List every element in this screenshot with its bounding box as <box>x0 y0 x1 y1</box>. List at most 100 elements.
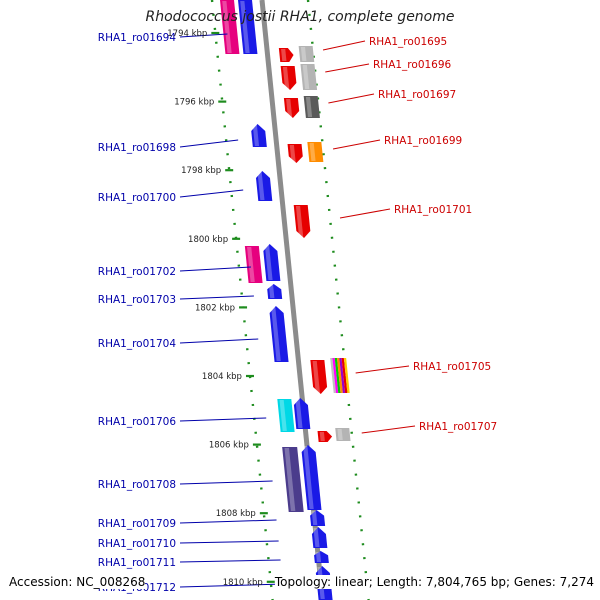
gene-feature-f15-shine <box>264 245 273 280</box>
gene-feature-f28 <box>314 551 329 563</box>
label-connector-left <box>179 559 281 563</box>
label-connector-right <box>328 93 375 104</box>
gene-label-right: RHA1_ro01707 <box>419 421 497 433</box>
gene-feature-f19-stripe <box>330 358 336 393</box>
gene-label-left: RHA1_ro01703 <box>98 294 176 306</box>
label-connector-left <box>179 139 239 148</box>
gene-feature-f28-shine <box>315 552 322 562</box>
label-connector-left <box>179 519 277 524</box>
label-connectors <box>179 33 416 588</box>
gene-feature-f15 <box>263 244 281 281</box>
gene-feature-f12 <box>255 171 273 201</box>
gene-feature-f26-shine <box>311 511 318 525</box>
gene-feature-f25-shine <box>303 446 314 509</box>
scale-tick-label: 1808 kbp <box>216 509 256 519</box>
label-connector-left <box>179 266 251 272</box>
gene-feature-f14-shine <box>247 247 255 282</box>
gene-feature-f20-shine <box>279 400 287 431</box>
gene-label-right: RHA1_ro01695 <box>369 36 447 48</box>
gene-feature-f19-stripe <box>339 358 346 393</box>
gene-features <box>220 0 351 600</box>
gene-feature-f13 <box>293 205 311 238</box>
gene-feature-f11 <box>307 142 324 162</box>
gene-label-left: RHA1_ro01708 <box>98 479 176 491</box>
label-connector-right <box>325 63 370 73</box>
gene-feature-f7-shine <box>286 99 293 117</box>
gene-feature-f27-shine <box>313 528 320 547</box>
scale-tick-label: 1800 kbp <box>188 235 228 245</box>
gene-feature-f6 <box>300 64 318 90</box>
scale-tick-label: 1802 kbp <box>195 303 235 313</box>
gene-feature-f21-shine <box>295 399 303 428</box>
gene-feature-f22 <box>317 431 333 442</box>
label-connector-left <box>179 540 279 544</box>
gene-feature-f19-stripe <box>343 358 350 393</box>
gene-feature-f9-shine <box>252 125 260 146</box>
gene-feature-f4-shine <box>300 47 307 61</box>
gene-feature-f19-stripe <box>341 358 348 393</box>
gene-feature-f22-shine <box>319 432 325 441</box>
gene-label-left: RHA1_ro01706 <box>98 416 177 428</box>
gene-feature-f16 <box>267 284 283 299</box>
label-connector-left <box>179 417 267 422</box>
gene-feature-f24 <box>282 447 304 512</box>
label-connector-left <box>179 189 244 198</box>
gene-label-left: RHA1_ro01709 <box>98 518 176 530</box>
gene-feature-f12-shine <box>257 172 265 200</box>
label-connector-right <box>361 425 416 434</box>
gene-feature-f1-shine <box>222 1 232 53</box>
gene-feature-f5 <box>280 66 297 90</box>
scale-ticks: 1794 kbp 1796 kbp 1798 kbp 1800 kbp 1802 kbp… <box>167 29 275 588</box>
label-connector-right <box>332 139 381 150</box>
gene-feature-f16-shine <box>268 285 275 298</box>
gene-label-left: RHA1_ro01704 <box>98 338 177 350</box>
gene-label-left: RHA1_ro01711 <box>98 557 176 569</box>
gene-feature-f24-shine <box>284 448 296 511</box>
gene-feature-f9 <box>251 124 267 147</box>
gene-feature-f19-stripe <box>332 358 339 393</box>
gene-label-right: RHA1_ro01701 <box>394 204 472 216</box>
gene-feature-f14 <box>244 246 263 283</box>
label-connector-left <box>179 295 254 300</box>
gene-label-right: RHA1_ro01697 <box>378 89 456 101</box>
label-connector-left <box>179 583 283 588</box>
gene-label-left: RHA1_ro01710 <box>98 538 176 550</box>
gene-feature-f20 <box>277 399 295 432</box>
gene-feature-f21 <box>293 398 311 429</box>
gene-feature-f25 <box>301 445 322 510</box>
gene-feature-f17 <box>269 306 289 362</box>
gene-feature-f18-shine <box>312 361 320 393</box>
gene-feature-f4 <box>298 46 315 62</box>
gene-feature-f2 <box>238 0 258 54</box>
genome-summary-text: Topology: linear; Length: 7,804,765 bp; … <box>274 575 594 589</box>
gene-feature-f5-shine <box>282 67 290 89</box>
gene-feature-f18 <box>310 360 328 394</box>
label-connector-left <box>179 338 259 344</box>
gene-labels: RHA1_ro01694 RHA1_ro01698 RHA1_ro01700 RHA1… <box>98 32 497 594</box>
gene-feature-f27 <box>311 527 328 548</box>
gene-label-right: RHA1_ro01696 <box>373 59 452 71</box>
map-title: Rhodococcus jostii RHA1, complete genome <box>145 9 455 25</box>
gene-feature-f26 <box>310 510 326 526</box>
gene-feature-f6-shine <box>302 65 310 89</box>
gene-feature-f2-shine <box>240 1 250 53</box>
gene-feature-f10 <box>287 144 303 163</box>
gene-feature-f8 <box>303 96 320 118</box>
gene-feature-f23 <box>335 428 351 441</box>
scale-tick-label: 1810 kbp <box>223 578 263 588</box>
label-connector-right <box>355 365 410 374</box>
label-connector-left <box>179 33 228 38</box>
gene-feature-f3 <box>278 48 294 62</box>
gene-feature-f17-shine <box>271 307 281 361</box>
gene-label-left: RHA1_ro01700 <box>98 192 176 204</box>
accession-text: Accession: NC_008268 <box>9 575 146 589</box>
gene-label-right: RHA1_ro01699 <box>384 135 462 147</box>
scale-tick-label: 1798 kbp <box>181 166 221 176</box>
gene-label-left: RHA1_ro01702 <box>98 266 176 278</box>
gene-feature-f19-stripe <box>337 358 343 393</box>
label-connector-right <box>339 208 391 219</box>
scale-tick-label: 1796 kbp <box>174 98 214 108</box>
scale-tick-label: 1806 kbp <box>209 441 249 451</box>
gene-feature-f1 <box>220 0 240 54</box>
